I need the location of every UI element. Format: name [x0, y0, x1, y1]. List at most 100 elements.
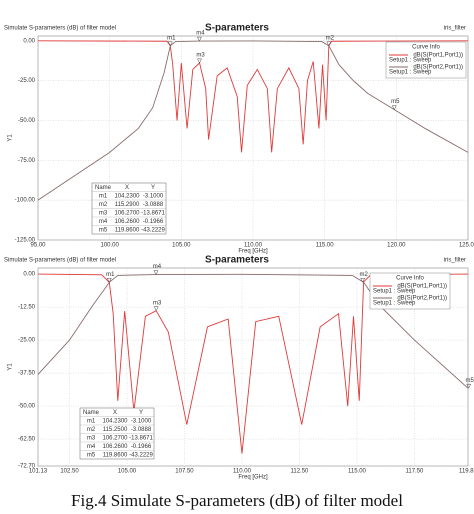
chart-title: S-parameters [205, 23, 269, 34]
table-cell: 104.2300 [102, 418, 128, 424]
x-tick-label: 110.00 [233, 469, 252, 475]
table-cell: -0.1966 [131, 444, 152, 450]
table-header: Y [151, 185, 155, 191]
table-cell: -43.2229 [129, 452, 153, 458]
marker [466, 383, 472, 389]
table-header: Name [95, 185, 112, 191]
y-tick-label: 0.00 [23, 38, 35, 44]
marker-label: m3 [196, 52, 205, 58]
table-cell: -0.1966 [143, 219, 164, 225]
marker [153, 270, 159, 276]
table-header: X [125, 185, 129, 191]
table-cell: m3 [87, 435, 96, 441]
table-cell: 119.8600 [115, 227, 140, 233]
marker-label: m4 [153, 264, 162, 270]
y-tick-label: -25.00 [18, 78, 36, 84]
marker-label: m5 [466, 378, 474, 384]
y-tick-label: -25.00 [18, 338, 36, 344]
legend-setup: Setup1 : Sweep [389, 70, 432, 76]
x-tick-label: 110.00 [244, 243, 263, 249]
x-tick-label: 100.00 [100, 243, 119, 249]
x-tick-label: 115.00 [348, 469, 367, 475]
y-tick-label: -50.00 [18, 118, 36, 124]
table-header: Name [83, 410, 100, 416]
x-tick-label: 102.50 [60, 469, 79, 475]
table-cell: m5 [99, 227, 108, 233]
table-cell: m4 [87, 444, 96, 450]
y-tick-label: -125.00 [15, 238, 36, 244]
header-right: iris_filter [444, 26, 466, 32]
y-axis-label: Y1 [8, 363, 14, 371]
caption: Fig.4 Simulate S-parameters (dB) of filt… [71, 491, 403, 510]
table-cell: m2 [99, 202, 108, 208]
table-cell: -13.8671 [129, 435, 153, 441]
marker [196, 36, 202, 42]
x-tick-label: 95.00 [30, 243, 46, 249]
marker-label: m1 [106, 272, 115, 278]
legend-entry: dB(S(Port1,Port1)) [397, 284, 447, 290]
legend-box [385, 41, 467, 79]
marker-label: m3 [153, 300, 162, 306]
legend-entry: dB(S(Port1,Port1)) [413, 53, 463, 59]
y-tick-label: -50.00 [18, 404, 36, 410]
marker [360, 277, 366, 283]
x-axis-label: Freq [GHz] [238, 249, 268, 255]
marker-label: m1 [167, 35, 176, 41]
table-cell: m5 [87, 452, 96, 458]
y-axis-label: Y1 [8, 134, 14, 142]
x-tick-label: 125.00 [459, 243, 474, 249]
legend-entry: dB(S(Port2,Port1)) [397, 296, 447, 302]
x-tick-label: 107.50 [175, 469, 194, 475]
y-tick-label: -37.50 [18, 371, 36, 377]
y-tick-label: -12.50 [18, 305, 36, 311]
table-cell: -3.0888 [131, 427, 152, 433]
legend-entry: dB(S(Port2,Port1)) [413, 65, 463, 71]
chart-title: S-parameters [205, 255, 269, 266]
x-tick-label: 117.50 [405, 469, 424, 475]
marker-label: m2 [326, 35, 335, 41]
table-cell: 104.2300 [114, 193, 140, 199]
legend-title: Curve Info [396, 276, 424, 282]
header-left: Simulate S-parameters (dB) of filter mod… [4, 26, 116, 32]
legend-box [369, 272, 451, 310]
table-cell: m2 [87, 427, 96, 433]
table-cell: -43.2229 [141, 227, 165, 233]
table-cell: 115.2500 [103, 427, 128, 433]
x-tick-label: 105.00 [172, 243, 191, 249]
table-cell: 119.8600 [103, 452, 128, 458]
legend-setup: Setup1 : Sweep [373, 289, 416, 295]
table-cell: 106.2700 [114, 210, 140, 216]
x-tick-label: 105.00 [118, 469, 137, 475]
marker [153, 306, 159, 312]
table-cell: -3.1000 [131, 418, 152, 424]
marker-label: m4 [196, 31, 205, 37]
header-left: Simulate S-parameters (dB) of filter mod… [4, 258, 116, 264]
y-tick-label: -75.00 [18, 158, 36, 164]
legend-setup: Setup1 : Sweep [373, 301, 416, 307]
legend-setup: Setup1 : Sweep [389, 58, 432, 64]
legend-title: Curve Info [412, 45, 440, 51]
y-tick-label: -72.70 [18, 464, 36, 470]
marker [197, 58, 202, 64]
x-tick-label: 112.50 [290, 469, 309, 475]
x-tick-label: 115.00 [316, 243, 335, 249]
curve [37, 40, 469, 153]
marker-label: m2 [360, 272, 369, 278]
table-cell: -3.1000 [143, 193, 164, 199]
y-tick-label: -100.00 [15, 198, 36, 204]
y-tick-label: 0.00 [23, 272, 35, 278]
marker-label: m5 [391, 99, 400, 105]
table-cell: 106.2700 [102, 435, 128, 441]
x-tick-label: 101.13 [29, 469, 48, 475]
table-cell: m3 [99, 210, 108, 216]
table-cell: m1 [99, 193, 108, 199]
x-tick-label: 120.00 [387, 243, 406, 249]
table-cell: 106.2600 [102, 444, 128, 450]
marker [106, 278, 112, 283]
table-cell: m4 [99, 219, 108, 225]
marker [167, 41, 173, 47]
table-cell: m1 [87, 418, 96, 424]
x-tick-label: 119.83 [459, 469, 474, 475]
header-right: iris_filter [444, 258, 466, 264]
